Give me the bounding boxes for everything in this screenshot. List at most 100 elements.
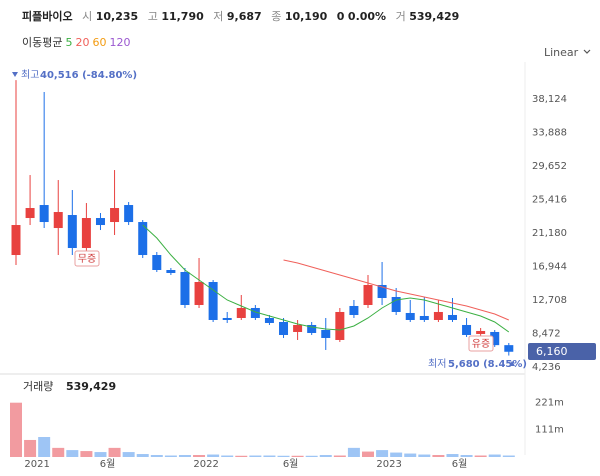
y-tick-label: 4,236 [532, 362, 561, 373]
candle-body [208, 282, 218, 320]
y-tick-label: 16,944 [532, 262, 567, 273]
volume-bar [94, 452, 107, 457]
low-label: 저 [213, 10, 224, 23]
volume-tick-label: 111m [535, 425, 564, 436]
candle-body [95, 218, 105, 226]
ma-legend[interactable]: 이동평균 5 20 60 120 [22, 34, 130, 50]
volume-bar [193, 455, 206, 457]
volume-bar [80, 451, 93, 457]
candle-body [152, 255, 162, 270]
volume-bar [66, 450, 79, 457]
min-value: 5,680 (8.45%) [448, 359, 527, 370]
volume-bar [277, 455, 290, 457]
high: 11,790 [161, 10, 204, 23]
event-label: 유증 [472, 338, 490, 350]
last-price-tag [528, 343, 596, 360]
candle-body [25, 208, 35, 219]
change-pct: 0.00% [347, 10, 387, 23]
scale-label: Linear [544, 46, 579, 59]
volume-bar [460, 455, 473, 457]
ma-line [142, 224, 510, 333]
volume-bar [108, 447, 121, 457]
candle-body [250, 307, 260, 318]
open: 10,235 [95, 10, 139, 23]
max-label: 최고 [21, 69, 39, 81]
volume-bar [502, 455, 515, 457]
volume-bar [207, 454, 220, 457]
ma-period[interactable]: 60 [92, 36, 107, 49]
volume-bar [305, 455, 318, 457]
candle-body [194, 282, 204, 305]
candle-body [476, 330, 486, 334]
candle-body [321, 329, 331, 338]
volume-bar [249, 455, 262, 457]
candle-body [11, 225, 21, 256]
volume-bar [432, 455, 445, 457]
min-label: 최저 [428, 358, 446, 370]
x-tick-label: 2022 [193, 459, 218, 470]
candle-body [222, 317, 232, 320]
candle-body [363, 284, 373, 305]
scale-menu[interactable]: Linear [544, 46, 592, 59]
ma-title: 이동평균 [22, 36, 63, 49]
candle-body [67, 215, 77, 249]
y-tick-label: 25,416 [532, 195, 567, 206]
candle-body [166, 269, 176, 273]
max-value: 40,516 (-84.80%) [40, 70, 137, 81]
candle-body [279, 321, 289, 335]
volume-bar [10, 402, 22, 457]
candle-body [39, 205, 49, 223]
volume-bar [390, 452, 403, 457]
stock-name: 피플바이오 [22, 10, 73, 23]
quote-header: 피플바이오 시 10,235 고 11,790 저 9,687 종 10,190… [22, 8, 459, 24]
candle-body [236, 307, 246, 318]
volume-bar [38, 437, 51, 457]
candle-body [405, 312, 415, 320]
volume-bar [488, 454, 501, 457]
volume-bar [178, 455, 191, 457]
volume-current: 539,429 [66, 380, 116, 393]
volume-bar [263, 455, 276, 457]
candle-body [504, 345, 514, 352]
x-tick-label: 2021 [24, 459, 49, 470]
chevron [583, 49, 591, 54]
event-box [468, 335, 494, 352]
volume-bar [446, 454, 459, 457]
candle-body [377, 284, 387, 298]
event-label: 무증 [78, 253, 96, 265]
volume-bar [24, 439, 37, 457]
close-label: 종 [271, 10, 282, 23]
volume-bar [333, 455, 346, 457]
x-tick-label: 6월 [452, 458, 468, 470]
change: 0 [336, 10, 345, 23]
volume-bar [52, 447, 65, 457]
y-tick-label: 29,652 [532, 161, 567, 172]
candle-body [433, 311, 443, 320]
candle-body [53, 212, 63, 229]
ma-line [283, 259, 509, 321]
candle-body [264, 317, 274, 323]
volume-bar [474, 455, 487, 457]
volume-bar [164, 455, 177, 457]
ma-period[interactable]: 20 [75, 36, 90, 49]
candle-body [391, 296, 401, 312]
min-marker [509, 361, 515, 366]
candle-body [335, 311, 345, 340]
volume-bar [376, 450, 389, 457]
volume-bar [221, 455, 234, 457]
candle-body [419, 315, 429, 320]
candle-body [180, 272, 190, 305]
candle-body [124, 205, 134, 223]
y-tick-label: 12,708 [532, 295, 567, 306]
y-tick-label: 21,180 [532, 228, 567, 239]
ma-period[interactable]: 120 [109, 36, 131, 49]
volume-bar [418, 454, 431, 457]
candle-body [490, 331, 500, 346]
x-tick-label: 6월 [283, 458, 299, 470]
volume-bar [291, 455, 304, 457]
candle-body [110, 208, 120, 223]
candle-body [81, 218, 91, 249]
ma-period[interactable]: 5 [65, 36, 73, 49]
